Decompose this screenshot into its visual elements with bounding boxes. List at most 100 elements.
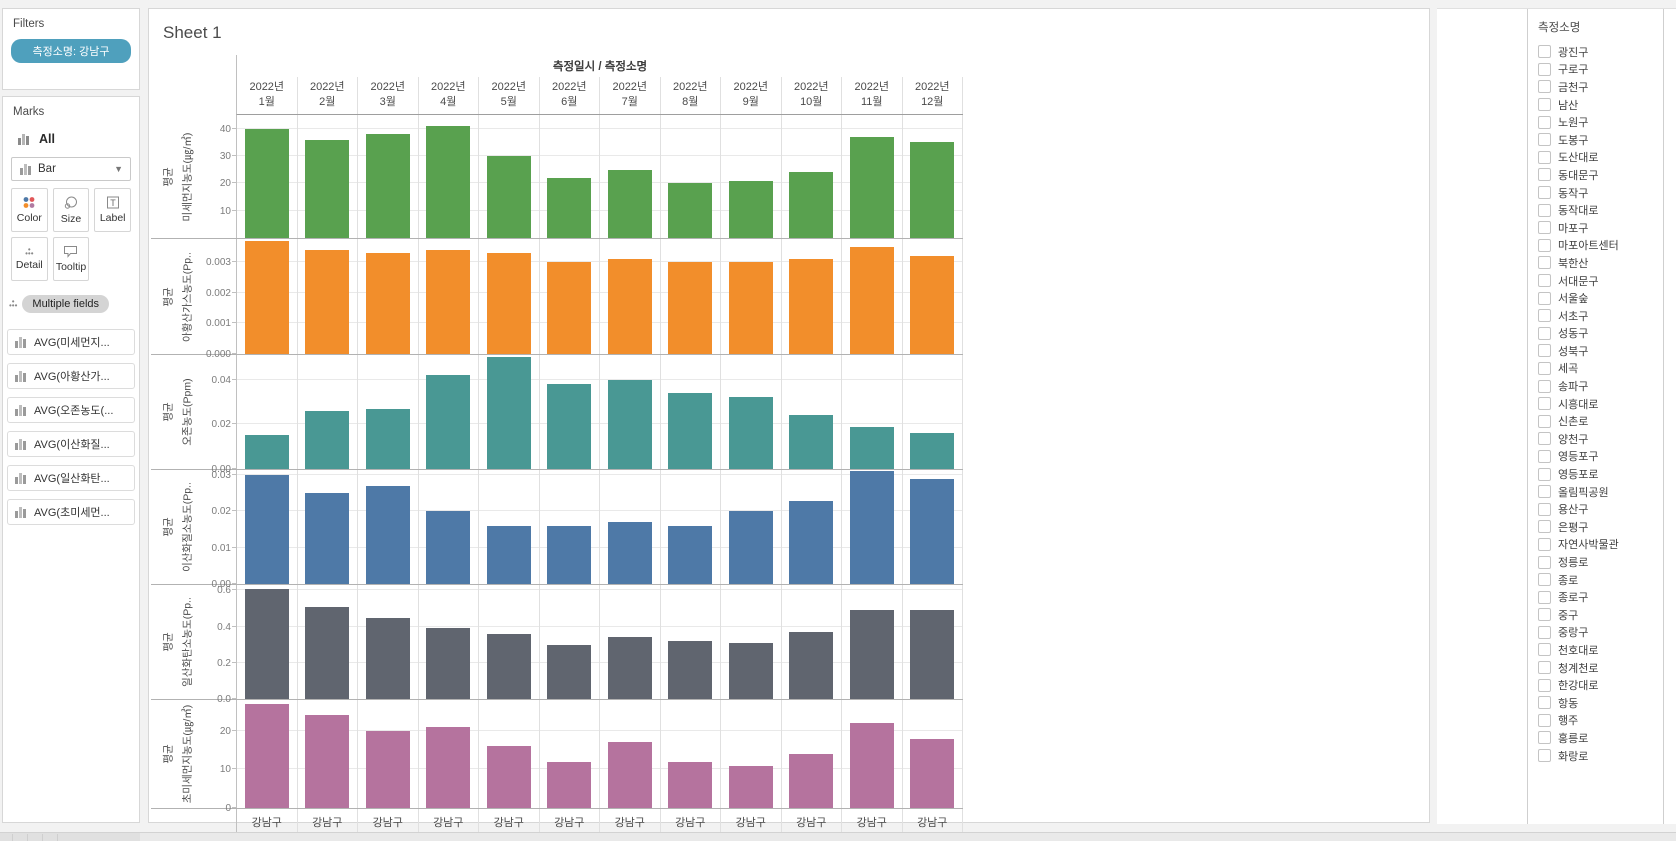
bar-mark[interactable]: [426, 375, 471, 469]
checkbox[interactable]: [1538, 274, 1551, 288]
checkbox[interactable]: [1538, 414, 1551, 428]
bar-mark[interactable]: [426, 249, 471, 354]
column-header[interactable]: 2022년 11월: [842, 77, 903, 114]
bar-mark[interactable]: [728, 180, 773, 238]
bar-mark[interactable]: [486, 746, 531, 808]
station-filter-item[interactable]: 구로구: [1528, 61, 1663, 79]
checkbox[interactable]: [1538, 661, 1551, 675]
station-filter-item[interactable]: 도산대로: [1528, 149, 1663, 167]
bar-mark[interactable]: [607, 169, 652, 238]
checkbox[interactable]: [1538, 133, 1551, 147]
bar-mark[interactable]: [910, 738, 955, 808]
bar-mark[interactable]: [547, 525, 592, 584]
station-filter-item[interactable]: 신촌로: [1528, 412, 1663, 430]
bar-mark[interactable]: [305, 493, 350, 584]
station-filter-item[interactable]: 중랑구: [1528, 624, 1663, 642]
bar-mark[interactable]: [910, 610, 955, 699]
station-filter-item[interactable]: 도봉구: [1528, 131, 1663, 149]
station-filter-item[interactable]: 성동구: [1528, 325, 1663, 343]
station-filter-item[interactable]: 서울숲: [1528, 289, 1663, 307]
bar-mark[interactable]: [305, 410, 350, 469]
measure-field-pill[interactable]: AVG(아황산가...: [7, 363, 135, 389]
bar-mark[interactable]: [789, 415, 834, 469]
bar-mark[interactable]: [789, 632, 834, 699]
station-filter-item[interactable]: 동작구: [1528, 184, 1663, 202]
checkbox[interactable]: [1538, 555, 1551, 569]
checkbox[interactable]: [1538, 326, 1551, 340]
bar-mark[interactable]: [244, 588, 289, 699]
column-header[interactable]: 2022년 2월: [298, 77, 358, 114]
bar-mark[interactable]: [789, 172, 834, 238]
station-filter-item[interactable]: 용산구: [1528, 500, 1663, 518]
bar-mark[interactable]: [728, 511, 773, 584]
station-filter-item[interactable]: 화랑로: [1528, 747, 1663, 765]
bar-mark[interactable]: [365, 408, 410, 469]
station-filter-item[interactable]: 남산: [1528, 96, 1663, 114]
bar-mark[interactable]: [910, 433, 955, 469]
color-button[interactable]: Color: [11, 188, 48, 232]
bar-mark[interactable]: [607, 379, 652, 469]
bar-mark[interactable]: [305, 249, 350, 354]
checkbox[interactable]: [1538, 344, 1551, 358]
station-filter-item[interactable]: 동대문구: [1528, 166, 1663, 184]
bar-mark[interactable]: [365, 485, 410, 584]
bar-mark[interactable]: [607, 742, 652, 808]
bar-mark[interactable]: [849, 426, 894, 469]
station-label[interactable]: 강남구: [721, 809, 782, 836]
column-header[interactable]: 2022년 6월: [540, 77, 600, 114]
measure-field-pill[interactable]: AVG(일산화탄...: [7, 465, 135, 491]
checkbox[interactable]: [1538, 98, 1551, 112]
bar-mark[interactable]: [849, 136, 894, 238]
bar-mark[interactable]: [365, 730, 410, 808]
column-header[interactable]: 2022년 5월: [479, 77, 540, 114]
station-filter-item[interactable]: 영등포구: [1528, 448, 1663, 466]
checkbox[interactable]: [1538, 238, 1551, 252]
bar-mark[interactable]: [607, 522, 652, 584]
checkbox[interactable]: [1538, 379, 1551, 393]
measure-field-pill[interactable]: AVG(이산화질...: [7, 431, 135, 457]
bar-mark[interactable]: [486, 156, 531, 238]
checkbox[interactable]: [1538, 449, 1551, 463]
station-filter-item[interactable]: 광진구: [1528, 43, 1663, 61]
bar-mark[interactable]: [305, 606, 350, 699]
bar-mark[interactable]: [365, 252, 410, 354]
checkbox[interactable]: [1538, 502, 1551, 516]
checkbox[interactable]: [1538, 485, 1551, 499]
bar-mark[interactable]: [486, 252, 531, 354]
station-filter-item[interactable]: 양천구: [1528, 430, 1663, 448]
bar-mark[interactable]: [849, 246, 894, 354]
station-label[interactable]: 강남구: [479, 809, 540, 836]
station-label[interactable]: 강남구: [782, 809, 842, 836]
label-button[interactable]: T Label: [94, 188, 131, 232]
bar-mark[interactable]: [668, 393, 713, 469]
station-label[interactable]: 강남구: [419, 809, 479, 836]
checkbox[interactable]: [1538, 713, 1551, 727]
station-filter-item[interactable]: 청계천로: [1528, 659, 1663, 677]
checkbox[interactable]: [1538, 168, 1551, 182]
bar-mark[interactable]: [486, 525, 531, 584]
station-filter-item[interactable]: 노원구: [1528, 113, 1663, 131]
bar-mark[interactable]: [668, 525, 713, 584]
bar-mark[interactable]: [547, 262, 592, 354]
station-filter-item[interactable]: 마포아트센터: [1528, 237, 1663, 255]
station-label[interactable]: 강남구: [540, 809, 600, 836]
checkbox[interactable]: [1538, 678, 1551, 692]
bar-mark[interactable]: [244, 435, 289, 469]
checkbox[interactable]: [1538, 731, 1551, 745]
row-axis[interactable]: 평균 이산화질소농도(Pp.. 0.00 0.01 0.02 0.03: [151, 470, 236, 590]
bar-mark[interactable]: [910, 255, 955, 354]
station-filter-item[interactable]: 서초구: [1528, 307, 1663, 325]
bar-mark[interactable]: [305, 715, 350, 808]
station-filter-item[interactable]: 종로: [1528, 571, 1663, 589]
bar-mark[interactable]: [668, 183, 713, 238]
checkbox[interactable]: [1538, 221, 1551, 235]
row-axis[interactable]: 평균 오존농도(Ppm) 0.00 0.02 0.04: [151, 355, 236, 475]
checkbox[interactable]: [1538, 643, 1551, 657]
checkbox[interactable]: [1538, 309, 1551, 323]
row-axis[interactable]: 평균 미세먼지농도(㎍/㎥) 10 20 30 40: [151, 115, 236, 238]
checkbox[interactable]: [1538, 256, 1551, 270]
checkbox[interactable]: [1538, 520, 1551, 534]
station-label[interactable]: 강남구: [842, 809, 903, 836]
checkbox[interactable]: [1538, 291, 1551, 305]
checkbox[interactable]: [1538, 608, 1551, 622]
